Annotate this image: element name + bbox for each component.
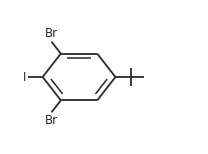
Text: Br: Br [45,27,58,41]
Text: I: I [23,71,26,83]
Text: Br: Br [45,113,58,127]
